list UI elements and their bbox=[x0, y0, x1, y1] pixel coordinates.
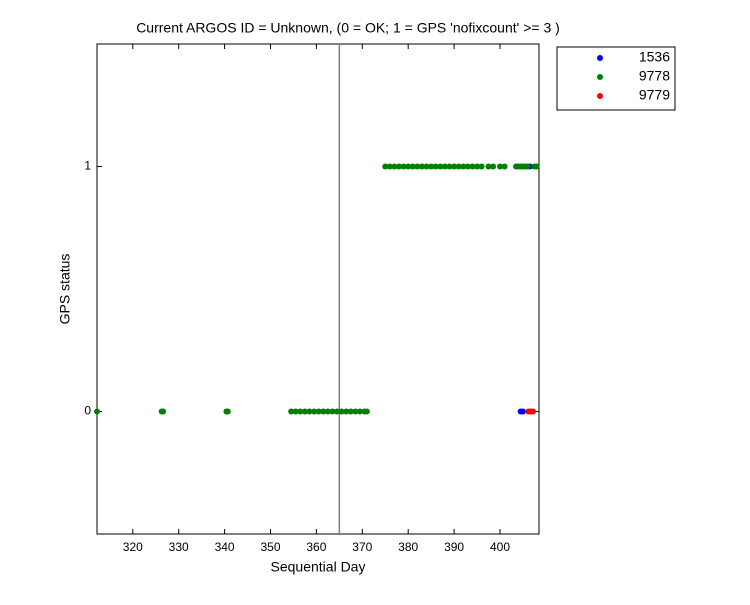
x-tick-label: 370 bbox=[352, 540, 372, 554]
point bbox=[474, 163, 481, 170]
point bbox=[432, 163, 439, 170]
point bbox=[418, 163, 425, 170]
point bbox=[334, 408, 341, 415]
point bbox=[391, 163, 398, 170]
point bbox=[469, 163, 476, 170]
point bbox=[464, 163, 471, 170]
point bbox=[347, 408, 354, 415]
x-tick-label: 400 bbox=[490, 540, 510, 554]
point bbox=[288, 408, 295, 415]
point bbox=[446, 163, 453, 170]
point bbox=[356, 408, 363, 415]
point bbox=[524, 163, 531, 170]
point bbox=[224, 408, 231, 415]
x-tick-label: 390 bbox=[444, 540, 464, 554]
point bbox=[485, 163, 492, 170]
legend bbox=[556, 46, 676, 111]
point bbox=[311, 408, 318, 415]
point bbox=[94, 408, 100, 415]
point bbox=[301, 408, 308, 415]
plot-area bbox=[96, 43, 540, 535]
x-tick-label: 340 bbox=[215, 540, 235, 554]
x-tick-label: 360 bbox=[306, 540, 326, 554]
point bbox=[343, 408, 350, 415]
x-tick-label: 380 bbox=[398, 540, 418, 554]
point bbox=[315, 408, 322, 415]
x-tick-label: 320 bbox=[123, 540, 143, 554]
chart-title: Current ARGOS ID = Unknown, (0 = OK; 1 =… bbox=[136, 20, 560, 36]
point bbox=[320, 408, 327, 415]
legend-label: 9778 bbox=[639, 68, 670, 84]
point bbox=[451, 163, 458, 170]
point bbox=[363, 408, 370, 415]
y-tick-label: 0 bbox=[84, 404, 91, 418]
point bbox=[160, 408, 167, 415]
point bbox=[396, 163, 403, 170]
point bbox=[490, 163, 497, 170]
y-tick-label: 1 bbox=[84, 159, 91, 173]
point bbox=[352, 408, 359, 415]
point bbox=[423, 163, 430, 170]
point bbox=[382, 163, 389, 170]
point bbox=[338, 408, 345, 415]
point bbox=[400, 163, 407, 170]
point bbox=[306, 408, 313, 415]
point bbox=[530, 408, 537, 415]
y-axis-label: GPS status bbox=[57, 254, 73, 325]
point bbox=[455, 163, 462, 170]
point bbox=[496, 163, 503, 170]
point bbox=[460, 163, 467, 170]
x-tick-label: 330 bbox=[169, 540, 189, 554]
point bbox=[501, 163, 508, 170]
point bbox=[409, 163, 416, 170]
legend-marker bbox=[597, 74, 603, 80]
point bbox=[329, 408, 336, 415]
x-tick-label: 350 bbox=[260, 540, 280, 554]
legend-label: 9779 bbox=[639, 87, 670, 103]
point bbox=[386, 163, 393, 170]
point bbox=[478, 163, 485, 170]
point bbox=[533, 163, 540, 170]
legend-label: 1536 bbox=[639, 49, 670, 65]
point bbox=[292, 408, 299, 415]
x-axis-label: Sequential Day bbox=[271, 559, 366, 575]
point bbox=[428, 163, 435, 170]
point bbox=[519, 408, 526, 415]
point bbox=[324, 408, 331, 415]
point bbox=[297, 408, 304, 415]
point bbox=[441, 163, 448, 170]
point bbox=[414, 163, 421, 170]
point bbox=[405, 163, 412, 170]
legend-marker bbox=[597, 55, 603, 61]
legend-marker bbox=[597, 93, 603, 99]
point bbox=[437, 163, 444, 170]
